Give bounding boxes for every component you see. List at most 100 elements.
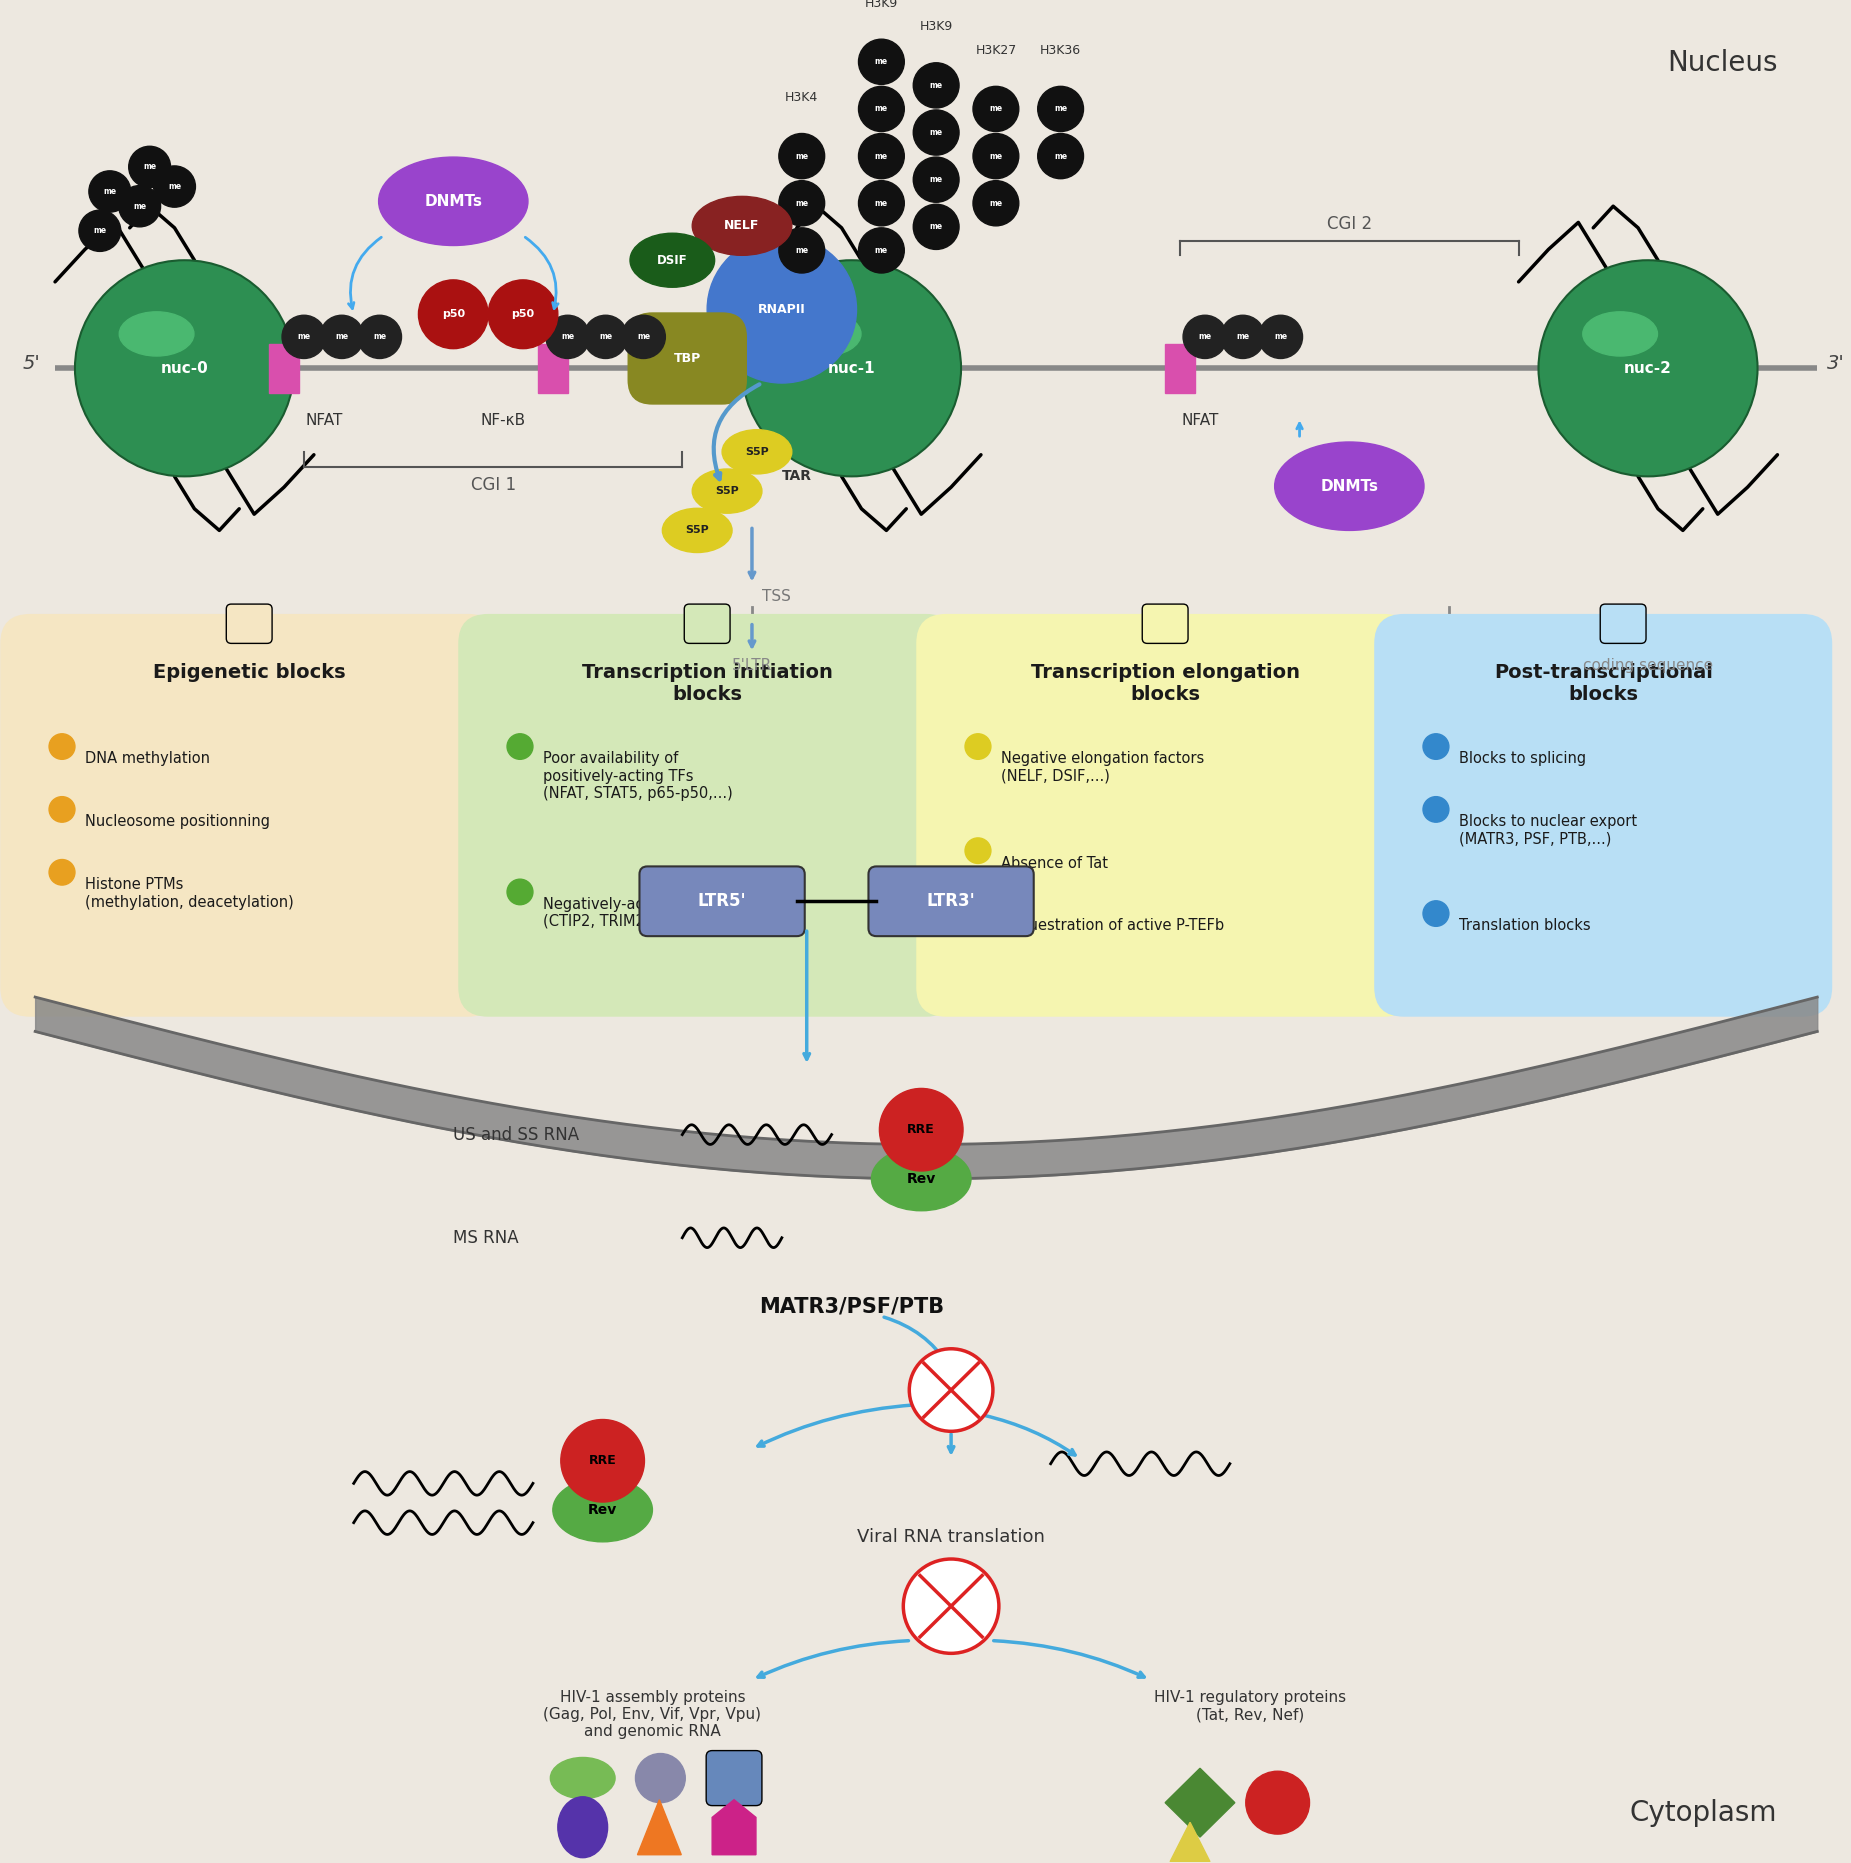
FancyBboxPatch shape <box>868 866 1033 935</box>
Text: Negatively-acting TFs
(CTIP2, TRIM22, p50-p50,...): Negatively-acting TFs (CTIP2, TRIM22, p5… <box>542 896 750 930</box>
Circle shape <box>50 734 74 760</box>
Text: coding sequence: coding sequence <box>1583 658 1712 673</box>
Circle shape <box>913 110 959 155</box>
Circle shape <box>1259 315 1303 358</box>
Text: HIV-1 assembly proteins
(Gag, Pol, Env, Vif, Vpr, Vpu)
and genomic RNA: HIV-1 assembly proteins (Gag, Pol, Env, … <box>544 1690 761 1740</box>
Text: Transcription initiation
blocks: Transcription initiation blocks <box>581 663 833 704</box>
Circle shape <box>859 86 905 132</box>
Text: me: me <box>104 186 117 196</box>
Text: H3K9: H3K9 <box>864 0 898 9</box>
Ellipse shape <box>1275 442 1423 531</box>
Text: S5P: S5P <box>685 525 709 535</box>
Circle shape <box>1038 134 1083 179</box>
Ellipse shape <box>787 311 861 356</box>
Circle shape <box>1423 734 1449 760</box>
Circle shape <box>281 315 326 358</box>
Polygon shape <box>637 1800 681 1856</box>
Circle shape <box>546 315 590 358</box>
Bar <box>268 345 300 393</box>
FancyBboxPatch shape <box>1601 604 1646 643</box>
Polygon shape <box>1164 1768 1235 1837</box>
Text: DSIF: DSIF <box>657 253 687 266</box>
Circle shape <box>118 186 161 227</box>
Text: me: me <box>1236 332 1249 341</box>
Text: Poor availability of
positively-acting TFs
(NFAT, STAT5, p65-p50,...): Poor availability of positively-acting T… <box>542 751 733 801</box>
FancyBboxPatch shape <box>707 1751 763 1805</box>
Text: RRE: RRE <box>589 1455 616 1468</box>
Circle shape <box>779 181 826 225</box>
Text: me: me <box>1053 104 1068 114</box>
Text: me: me <box>796 151 809 160</box>
Text: me: me <box>796 246 809 255</box>
Circle shape <box>561 1420 644 1502</box>
Circle shape <box>320 315 363 358</box>
Ellipse shape <box>692 196 792 255</box>
Text: me: me <box>133 201 146 211</box>
FancyBboxPatch shape <box>226 604 272 643</box>
Circle shape <box>974 181 1018 225</box>
Text: me: me <box>876 246 888 255</box>
Ellipse shape <box>692 469 763 512</box>
Text: NFAT: NFAT <box>1181 412 1218 427</box>
Text: nuc-0: nuc-0 <box>161 361 209 376</box>
Text: TAR: TAR <box>781 469 813 483</box>
Text: MS RNA: MS RNA <box>453 1230 518 1246</box>
Circle shape <box>1038 86 1083 132</box>
Text: me: me <box>929 175 942 184</box>
Ellipse shape <box>557 1796 607 1857</box>
Text: RRE: RRE <box>907 1123 935 1136</box>
Text: Post-transcriptional
blocks: Post-transcriptional blocks <box>1494 663 1712 704</box>
Ellipse shape <box>629 233 714 287</box>
Text: S5P: S5P <box>714 486 739 496</box>
Text: p50: p50 <box>442 309 465 319</box>
Text: me: me <box>637 332 650 341</box>
FancyBboxPatch shape <box>0 615 498 1017</box>
Text: me: me <box>876 104 888 114</box>
Text: TSS: TSS <box>763 589 790 604</box>
Circle shape <box>622 315 665 358</box>
Text: Absence of Tat: Absence of Tat <box>1001 855 1109 870</box>
Text: p50: p50 <box>511 309 535 319</box>
Text: S5P: S5P <box>746 447 768 456</box>
Circle shape <box>507 879 533 905</box>
Circle shape <box>913 63 959 108</box>
Text: HIV-1 regulatory proteins
(Tat, Rev, Nef): HIV-1 regulatory proteins (Tat, Rev, Nef… <box>1153 1690 1346 1721</box>
Ellipse shape <box>872 1148 972 1211</box>
FancyBboxPatch shape <box>639 866 805 935</box>
Polygon shape <box>1170 1822 1211 1861</box>
Ellipse shape <box>722 430 792 473</box>
Bar <box>1164 345 1196 393</box>
Text: LTR5': LTR5' <box>698 892 746 911</box>
Circle shape <box>489 279 557 348</box>
Text: me: me <box>929 222 942 231</box>
Circle shape <box>507 734 533 760</box>
Text: me: me <box>93 225 106 235</box>
Circle shape <box>1183 315 1227 358</box>
Text: DNMTs: DNMTs <box>1320 479 1379 494</box>
Circle shape <box>879 1088 963 1172</box>
Circle shape <box>909 1349 992 1431</box>
Text: Rev: Rev <box>907 1172 937 1187</box>
FancyBboxPatch shape <box>459 615 957 1017</box>
Text: me: me <box>796 199 809 209</box>
Circle shape <box>779 134 826 179</box>
FancyBboxPatch shape <box>1373 615 1832 1017</box>
Text: NFAT: NFAT <box>305 412 342 427</box>
Text: me: me <box>143 162 155 171</box>
Text: me: me <box>1198 332 1212 341</box>
Ellipse shape <box>635 1753 685 1803</box>
Text: me: me <box>988 104 1003 114</box>
Circle shape <box>859 39 905 84</box>
Text: DNA methylation: DNA methylation <box>85 751 209 766</box>
Circle shape <box>913 205 959 250</box>
Circle shape <box>974 134 1018 179</box>
Text: H3K9: H3K9 <box>920 20 953 34</box>
Text: MATR3/PSF/PTB: MATR3/PSF/PTB <box>759 1297 944 1317</box>
Text: me: me <box>298 332 311 341</box>
Text: Blocks to nuclear export
(MATR3, PSF, PTB,...): Blocks to nuclear export (MATR3, PSF, PT… <box>1459 814 1636 846</box>
Ellipse shape <box>1583 311 1657 356</box>
Circle shape <box>1423 902 1449 926</box>
Text: me: me <box>876 58 888 67</box>
Text: me: me <box>168 183 181 192</box>
Text: me: me <box>600 332 613 341</box>
